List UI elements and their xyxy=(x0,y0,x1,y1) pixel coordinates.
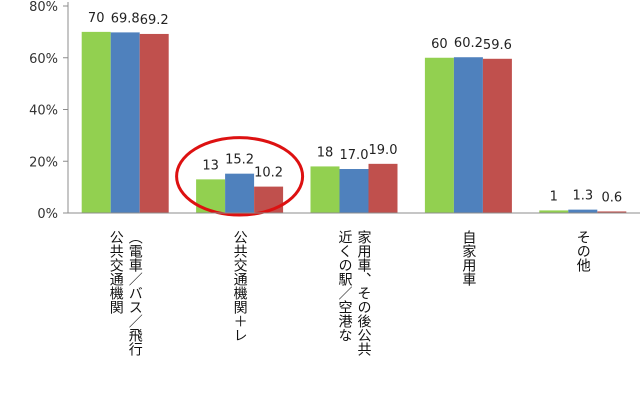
highlight-layer xyxy=(175,136,305,217)
data-label: 60.2 xyxy=(454,36,483,51)
data-labels: 70 69.8 69.2 13 15.210.2 18 17.0 19.0 60 60.2 59.6… xyxy=(88,11,622,206)
bar xyxy=(539,210,569,213)
data-label: 60 xyxy=(431,37,448,52)
bar xyxy=(568,209,598,213)
bar xyxy=(81,31,111,213)
bar xyxy=(339,169,369,213)
data-label: 17.0 xyxy=(340,148,369,163)
category-label: 家用車、その後公共 xyxy=(356,229,372,356)
category-label: 近くの駅／空港な xyxy=(337,230,353,342)
bar xyxy=(110,32,140,213)
data-label: 59.6 xyxy=(483,38,512,53)
highlight-ellipse xyxy=(175,136,305,217)
data-label: 69.8 xyxy=(111,11,140,26)
bar xyxy=(597,211,627,213)
y-tick-label: 20% xyxy=(29,155,58,170)
bar xyxy=(424,57,454,213)
data-label: 10.2 xyxy=(254,166,283,181)
y-axis: 0% 20% 40% 60% 80% xyxy=(29,0,69,222)
bar xyxy=(368,163,398,213)
category-label: （電車／バス／飛行 xyxy=(127,230,143,357)
data-label: 70 xyxy=(88,11,105,26)
data-label: 0.6 xyxy=(601,190,622,205)
y-tick-label: 0% xyxy=(37,207,58,222)
data-label: 69.2 xyxy=(140,13,169,28)
data-label: 19.0 xyxy=(369,143,398,158)
bar xyxy=(310,166,340,213)
data-label: 13 xyxy=(202,158,219,173)
data-label: 1.3 xyxy=(572,189,593,204)
bars xyxy=(81,31,627,213)
data-label: 18 xyxy=(317,145,334,160)
category-label: 公共交通機関＋レ xyxy=(232,230,248,342)
y-tick-label: 40% xyxy=(29,104,58,119)
bar xyxy=(482,58,512,213)
y-tick-label: 80% xyxy=(29,0,58,15)
bar xyxy=(453,57,483,213)
bar xyxy=(254,186,284,213)
data-label: 1 xyxy=(550,189,558,204)
bar xyxy=(225,173,255,213)
category-label: 自家用車 xyxy=(460,230,476,286)
y-tick-label: 60% xyxy=(29,52,58,67)
category-label: その他 xyxy=(575,230,591,273)
bar xyxy=(139,33,169,213)
data-label: 15.2 xyxy=(225,153,254,168)
category-label: 公共交通機関 xyxy=(108,230,124,315)
